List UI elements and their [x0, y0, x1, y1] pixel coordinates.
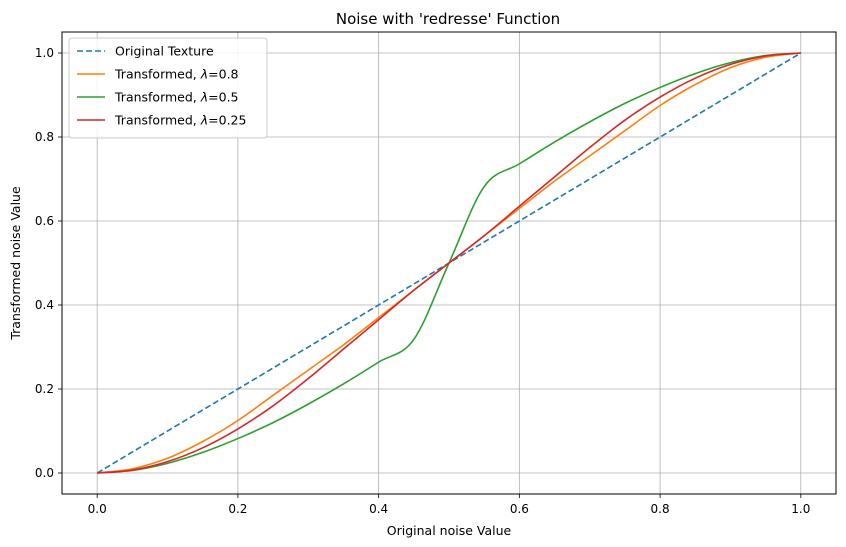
legend-label-suffix: =0.8 [208, 67, 238, 82]
plot-frame [61, 31, 837, 495]
y-tick-label: 1.0 [35, 46, 54, 60]
y-tick-label: 0.2 [35, 382, 54, 396]
chart-title: Noise with 'redresse' Function [336, 10, 560, 28]
legend-label-suffix: =0.5 [208, 90, 238, 105]
legend-label-prefix: Transformed, [114, 67, 201, 82]
legend-box [68, 37, 268, 139]
legend-label-prefix: Transformed, [114, 113, 201, 128]
legend-label-0: Original Texture [115, 44, 214, 59]
y-axis-label: Transformed noise Value [8, 186, 23, 341]
legend-label-text: Original Texture [115, 44, 214, 59]
x-axis-label: Original noise Value [387, 523, 512, 538]
series-line-3 [97, 52, 801, 474]
x-tick-label: 0.2 [228, 502, 247, 516]
legend-label-prefix: Transformed, [114, 90, 201, 105]
x-tick-label: 0.6 [510, 502, 529, 516]
grid [62, 32, 836, 494]
legend-label-symbol: λ [200, 113, 208, 128]
legend-label-1: Transformed, λ=0.8 [114, 67, 239, 82]
x-tick-label: 0.0 [88, 502, 107, 516]
x-tick-label: 0.4 [369, 502, 388, 516]
y-tick-label: 0.6 [35, 214, 54, 228]
legend-label-suffix: =0.25 [208, 113, 246, 128]
plot-lines [96, 52, 802, 474]
y-tick-label: 0.0 [35, 466, 54, 480]
y-tick-label: 0.8 [35, 130, 54, 144]
legend-label-symbol: λ [200, 90, 208, 105]
legend-label-symbol: λ [200, 67, 208, 82]
x-tick-label: 1.0 [791, 502, 810, 516]
y-tick-label: 0.4 [35, 298, 54, 312]
x-tick-label: 0.8 [651, 502, 670, 516]
legend-label-3: Transformed, λ=0.25 [114, 113, 246, 128]
axis-ticks: 0.0 0.2 0.4 0.6 0.8 1.0 0.0 0.2 0.4 0.6 0.8 1.0 [35, 46, 810, 516]
legend-label-2: Transformed, λ=0.5 [114, 90, 239, 105]
